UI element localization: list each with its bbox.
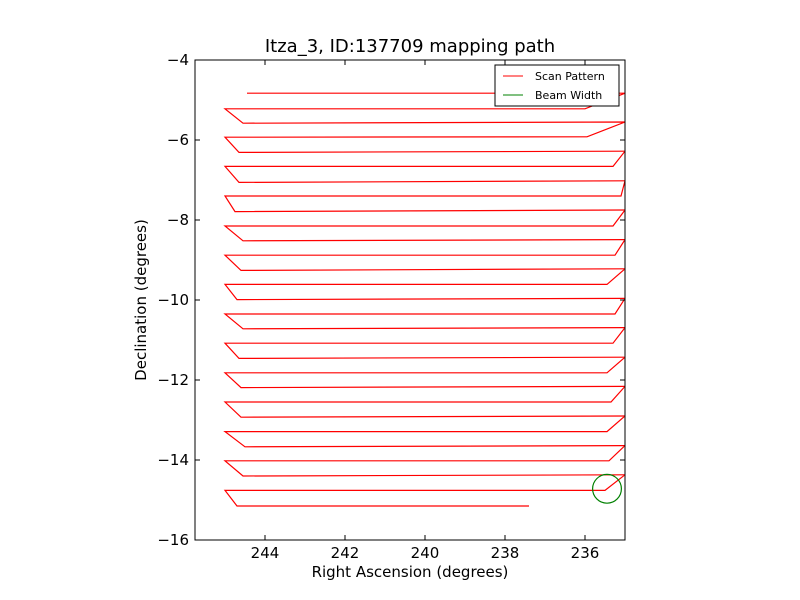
y-tick-label: −12 bbox=[157, 371, 189, 389]
y-tick-label: −14 bbox=[157, 451, 189, 469]
x-tick-label: 240 bbox=[411, 544, 440, 562]
y-tick-label: −8 bbox=[167, 211, 189, 229]
plot-area bbox=[223, 92, 625, 507]
axes: 244 242 240 238 236 −16 −14 −12 −10 −8 −6 −4 bbox=[157, 51, 626, 562]
series-line-scan-pattern bbox=[223, 92, 625, 507]
chart-title: Itza_3, ID:137709 mapping path bbox=[265, 36, 555, 57]
y-tick-label: −16 bbox=[157, 531, 189, 549]
y-tick-label: −10 bbox=[157, 291, 189, 309]
x-axis-label: Right Ascension (degrees) bbox=[312, 563, 509, 581]
beam-width-circle bbox=[591, 473, 622, 504]
x-tick-label: 238 bbox=[491, 544, 520, 562]
legend-box bbox=[494, 64, 620, 107]
y-tick-label: −4 bbox=[167, 51, 189, 69]
x-tick-label: 244 bbox=[251, 544, 280, 562]
x-tick-label: 236 bbox=[571, 544, 600, 562]
x-tick-label: 242 bbox=[331, 544, 360, 562]
legend-label-beam-width: Beam Width bbox=[535, 89, 602, 102]
legend: Scan Pattern Beam Width bbox=[494, 64, 620, 107]
y-tick-label: −6 bbox=[167, 131, 189, 149]
y-axis-label: Declination (degrees) bbox=[132, 219, 150, 381]
legend-label-scan-pattern: Scan Pattern bbox=[535, 70, 605, 83]
plot-inner bbox=[223, 92, 625, 507]
